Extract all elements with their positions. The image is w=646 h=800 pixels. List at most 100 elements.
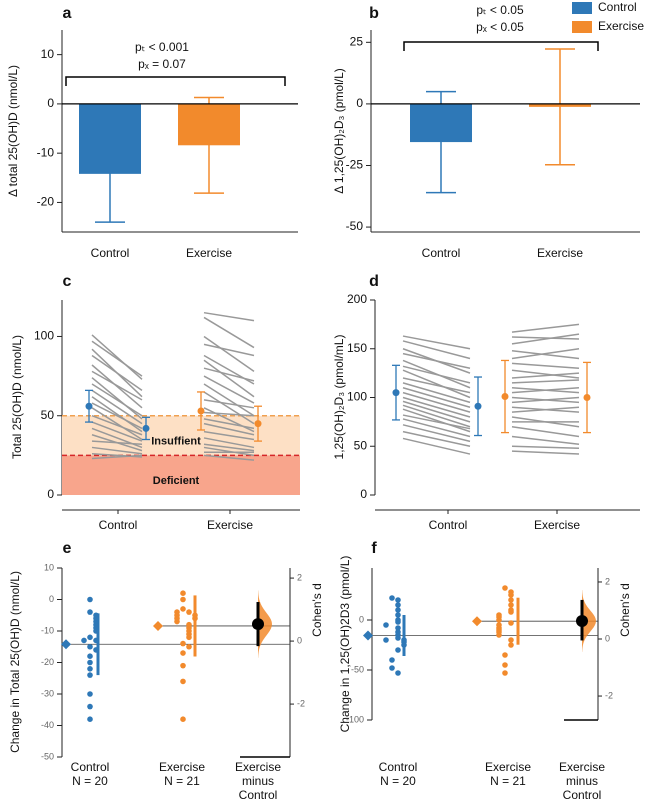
panel-letter: c <box>63 273 72 290</box>
subject-line <box>511 349 580 360</box>
data-point <box>508 592 514 598</box>
subject-line <box>91 415 143 436</box>
subject-line <box>511 362 580 369</box>
legend-label: Control <box>598 0 637 14</box>
y-tick-label: 0 <box>49 594 54 604</box>
annotation: pₓ < 0.05 <box>476 20 524 34</box>
data-point <box>508 637 514 643</box>
x-tick-label: Exercise <box>207 518 253 532</box>
data-point <box>87 643 93 650</box>
subject-line <box>402 396 471 418</box>
bar <box>410 103 472 143</box>
y-tick-label: -20 <box>37 195 55 209</box>
data-point <box>87 672 93 678</box>
data-point <box>81 637 87 644</box>
x-tick-label: Exercise <box>534 518 580 532</box>
data-point <box>180 606 186 612</box>
panel-letter: d <box>369 273 379 290</box>
data-point <box>502 662 508 668</box>
data-point <box>383 622 389 628</box>
data-point <box>508 609 514 615</box>
x-tick-label: Exercise <box>485 760 531 774</box>
data-point <box>496 632 502 638</box>
subject-line <box>511 435 580 446</box>
y-axis-label: Δ total 25(OH)D (nmol/L) <box>6 65 20 197</box>
mean-point <box>392 389 400 397</box>
subject-line <box>91 383 143 417</box>
data-point <box>87 609 93 615</box>
mean-diamond <box>472 616 482 627</box>
subject-line <box>402 437 471 455</box>
bracket <box>65 76 286 86</box>
subject-line <box>402 414 471 430</box>
y-tick-label: 0 <box>360 487 367 501</box>
x-tick-label: Control <box>563 788 602 800</box>
y-tick-label: -30 <box>41 688 54 698</box>
subject-line <box>91 440 143 446</box>
subject-line <box>402 404 471 428</box>
y-axis-label: 1,25(OH)₂D₃ (pmol/mL) <box>332 335 346 460</box>
data-point <box>395 602 401 608</box>
subject-line <box>402 430 471 447</box>
subject-line <box>402 340 471 360</box>
data-point <box>496 617 502 623</box>
subject-line <box>203 411 255 417</box>
annotation: pₜ < 0.001 <box>135 40 189 54</box>
data-point <box>502 652 508 658</box>
mean-point <box>197 407 205 415</box>
y-tick-label: 10 <box>44 562 54 572</box>
data-point <box>508 642 514 648</box>
subject-line <box>91 340 143 377</box>
y-tick-label: 50 <box>354 438 368 452</box>
data-point <box>389 595 395 601</box>
data-point <box>87 691 93 697</box>
subject-line <box>511 387 580 394</box>
subject-line <box>91 421 143 442</box>
data-point <box>395 625 401 631</box>
subject-line <box>402 369 471 399</box>
effect-distribution <box>258 590 272 658</box>
subject-line <box>402 418 471 438</box>
data-point <box>395 670 401 676</box>
x-tick-label: N = 21 <box>490 774 526 788</box>
legend-swatch <box>572 21 592 33</box>
x-tick-label: Control <box>429 518 468 532</box>
y-tick-label: 0 <box>47 96 54 110</box>
y-tick-label: 100 <box>34 329 54 343</box>
subject-line <box>203 430 255 441</box>
y2-tick-label: 2 <box>605 576 610 586</box>
y-tick-label: -100 <box>346 714 364 724</box>
data-point <box>389 665 395 671</box>
effect-distribution <box>582 590 596 653</box>
subject-line <box>203 422 255 436</box>
subject-line <box>511 348 580 360</box>
panel-letter: b <box>369 5 379 22</box>
subject-line <box>402 387 471 408</box>
subject-line <box>91 377 143 420</box>
y2-tick-label: 0 <box>297 635 302 645</box>
x-tick-label: Exercise <box>159 760 205 774</box>
y-tick-label: -50 <box>346 219 364 233</box>
subject-line <box>91 370 143 401</box>
mean-point <box>254 420 262 428</box>
data-point <box>508 602 514 608</box>
data-point <box>87 596 93 603</box>
data-point <box>502 670 508 676</box>
data-point <box>186 643 192 650</box>
y-tick-label: -50 <box>351 664 364 674</box>
panel-letter: a <box>63 5 72 22</box>
subject-line <box>511 323 580 333</box>
mean-diamond <box>153 620 163 631</box>
y-tick-label: 0 <box>47 487 54 501</box>
subject-line <box>203 343 255 357</box>
y-axis-label: Change in 1,25(OH)2D3 (pmol/L) <box>338 556 352 733</box>
y-tick-label: -10 <box>41 625 54 635</box>
effect-point <box>576 615 588 628</box>
band-label: Insuffient <box>151 435 201 447</box>
subject-line <box>402 424 471 443</box>
data-point <box>174 618 180 625</box>
subject-line <box>91 354 143 391</box>
subject-line <box>203 407 255 433</box>
subject-line <box>203 383 255 417</box>
x-tick-label: Exercise <box>559 760 605 774</box>
